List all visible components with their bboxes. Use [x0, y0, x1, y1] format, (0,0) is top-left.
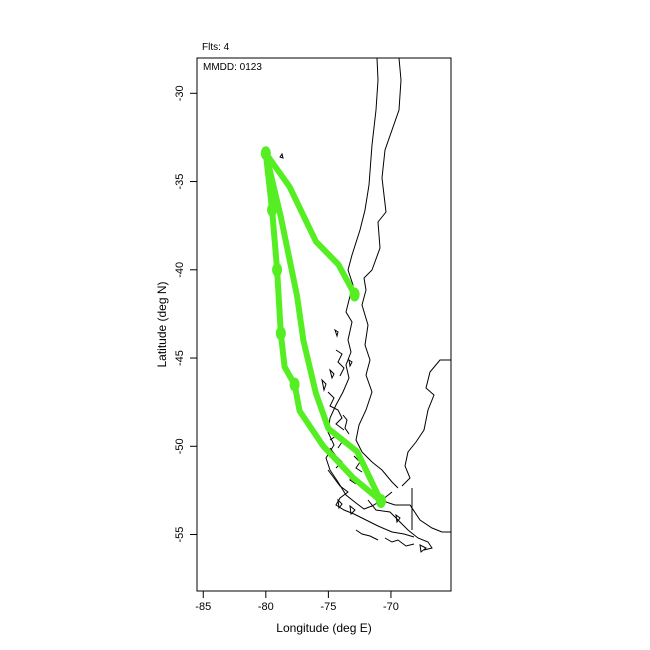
y-tick-label: -35 [174, 174, 186, 190]
coastline-segment [419, 544, 427, 553]
coastline-segment [367, 499, 433, 551]
coastline-segment [395, 513, 401, 524]
coastline-segment [321, 378, 327, 392]
coastline-segment [371, 461, 399, 489]
coastline-segment [335, 349, 345, 377]
coastline [279, 57, 451, 553]
coastline-segment [379, 499, 451, 533]
coastline-segment [349, 504, 356, 516]
x-axis: -85 -80 -75 -70 [195, 591, 399, 613]
coastline-segment [329, 368, 335, 380]
flight-marker [272, 262, 283, 277]
y-axis: -30 -35 -40 -45 -50 -55 [174, 85, 197, 542]
y-tick-label: -45 [174, 350, 186, 366]
y-axis-label: Latitude (deg N) [155, 281, 169, 367]
x-tick-label: -85 [195, 601, 211, 613]
x-tick-label: -80 [258, 601, 274, 613]
flight-marker [289, 377, 300, 392]
coastline-segment [334, 328, 339, 338]
flight-marker [275, 326, 286, 341]
x-tick-label: -70 [383, 601, 399, 613]
y-tick-label: -50 [174, 438, 186, 454]
coastline-segment [355, 529, 379, 541]
coastline-segment [348, 358, 353, 368]
date-label: MMDD: 0123 [203, 62, 262, 73]
coastline-segment [353, 455, 363, 473]
y-tick-label: -30 [174, 85, 186, 101]
flight-track [262, 150, 358, 298]
coastline-segment [337, 498, 343, 510]
coastline-segment [279, 152, 284, 159]
plot-frame [196, 57, 452, 592]
flight-marker [267, 202, 278, 217]
flight-marker [375, 493, 386, 508]
x-tick-label: -75 [320, 601, 336, 613]
coastline-segment [355, 57, 402, 463]
flight-marker [260, 146, 271, 161]
x-axis-label: Longitude (deg E) [276, 621, 371, 635]
coastline-segment [325, 57, 393, 510]
coastline-segment [327, 469, 415, 538]
y-tick-label: -55 [174, 527, 186, 543]
coastline-segment [327, 391, 345, 431]
flight-marker [349, 287, 360, 302]
flights-count-label: Flts: 4 [202, 42, 230, 53]
coastline-segment [342, 414, 350, 435]
coastline-segment [384, 537, 415, 547]
y-tick-label: -40 [174, 262, 186, 278]
coastline-segment [401, 359, 451, 487]
flight-track [262, 150, 384, 504]
flight-tracks [260, 146, 386, 508]
